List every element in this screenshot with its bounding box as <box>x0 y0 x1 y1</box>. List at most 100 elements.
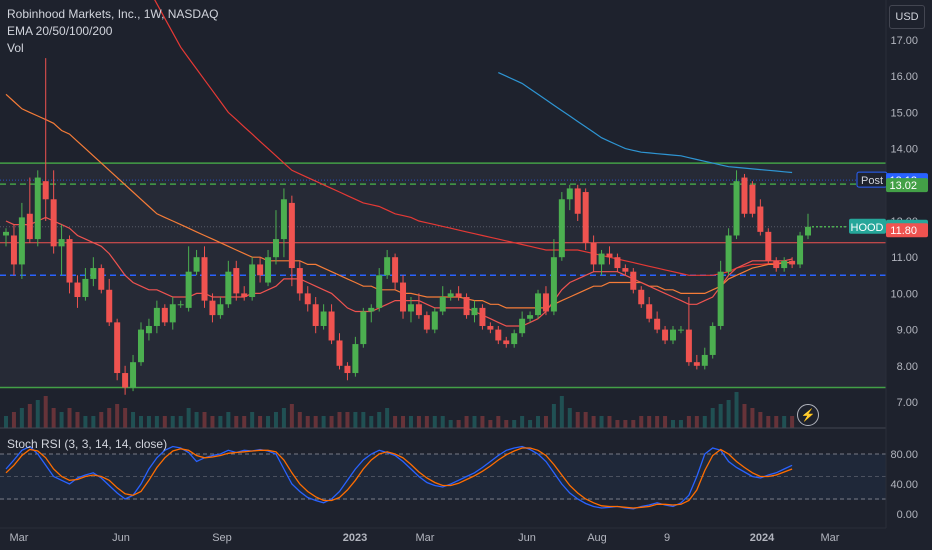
candle <box>312 297 319 334</box>
candle-body <box>805 226 811 236</box>
ema-legend[interactable]: EMA 20/50/100/200 <box>7 24 113 38</box>
volume-bar <box>345 412 350 428</box>
volume-bar <box>655 416 660 428</box>
candle <box>153 300 160 334</box>
candle-body <box>272 239 279 258</box>
volume-bar <box>583 412 588 428</box>
candle-body <box>447 293 454 298</box>
candle <box>130 354 137 392</box>
volume-bar <box>408 416 413 428</box>
candle-body <box>90 268 97 279</box>
volume-bar <box>567 408 572 428</box>
volume-bar <box>782 416 787 428</box>
candle <box>368 304 375 323</box>
candle-body <box>797 235 804 265</box>
candle <box>527 311 534 323</box>
candle-body <box>606 253 613 258</box>
candle-body <box>392 257 399 283</box>
candle <box>519 311 526 337</box>
candle-body <box>122 373 129 388</box>
candle-body <box>161 307 168 323</box>
volume-bar <box>464 416 469 428</box>
stoch-rsi-label: Stoch RSI (3, 3, 14, 14, close) <box>7 437 167 451</box>
candle <box>384 249 391 279</box>
volume-bar <box>99 412 104 428</box>
candle-body <box>225 271 232 305</box>
candle <box>495 325 502 345</box>
volume-bar <box>559 396 564 428</box>
time-axis[interactable]: Mar Jun Sep 2023 Mar Jun Aug 9 2024 Mar <box>10 532 840 544</box>
candle-body <box>527 315 534 319</box>
candle <box>241 286 248 301</box>
candle <box>606 246 613 265</box>
price-tick-label: 8.00 <box>897 361 918 373</box>
candle-body <box>542 293 549 312</box>
candle <box>582 188 589 250</box>
candle <box>511 329 518 348</box>
candle-body <box>598 253 605 265</box>
candle-body <box>328 311 335 341</box>
candle <box>733 170 740 240</box>
price-tick-label: 17.00 <box>890 35 918 47</box>
candle-body <box>296 268 303 294</box>
volume-bar <box>694 416 699 428</box>
candle <box>3 228 9 247</box>
candle <box>471 300 478 323</box>
candle-body <box>574 188 581 214</box>
post-label: Post <box>861 175 883 187</box>
candle <box>638 286 645 308</box>
volume-bar <box>686 416 691 428</box>
candle <box>717 260 724 330</box>
candle-body <box>463 297 470 316</box>
candle <box>82 268 89 301</box>
volume-bar <box>226 412 231 428</box>
volume-bar <box>19 408 24 428</box>
volume-bar <box>107 408 112 428</box>
candle <box>677 325 684 334</box>
volume-bar <box>385 408 390 428</box>
price-tick-label: 11.00 <box>891 252 918 264</box>
candle-body <box>257 264 264 276</box>
candle-body <box>384 257 391 276</box>
candle-body <box>733 181 740 236</box>
candle <box>137 322 144 366</box>
candle <box>622 264 629 276</box>
candle <box>574 184 581 221</box>
volume-bar <box>273 412 278 428</box>
ema50-line <box>5 93 793 309</box>
candle <box>304 286 311 312</box>
volume-bar <box>671 420 676 428</box>
stoch-rsi-tick-label: 0.00 <box>897 509 918 521</box>
candle <box>805 213 811 240</box>
price-pane[interactable] <box>0 0 886 428</box>
candle <box>741 173 748 218</box>
lightning-icon[interactable]: ⚡ <box>797 404 819 426</box>
volume-bar <box>162 416 167 428</box>
volume-legend[interactable]: Vol <box>7 41 24 55</box>
volume-bar <box>480 416 485 428</box>
volume-bar <box>234 416 239 428</box>
candle <box>542 286 549 316</box>
candle-body <box>169 304 176 323</box>
stoch-rsi-lines <box>5 445 793 510</box>
candle-body <box>34 177 41 240</box>
volume-bar <box>393 416 398 428</box>
currency-button[interactable]: USD <box>889 5 925 29</box>
price-tick-label: 15.00 <box>890 107 918 119</box>
candle-body <box>455 293 462 298</box>
volume-bar <box>194 412 199 428</box>
candle-body <box>66 239 73 283</box>
volume-bar <box>131 412 136 428</box>
volume-bar <box>456 420 461 428</box>
candle-body <box>344 365 351 374</box>
volume-bar <box>591 416 596 428</box>
volume-bar <box>401 416 406 428</box>
volume-bar <box>726 400 731 428</box>
stoch-rsi-pane[interactable]: Stoch RSI (3, 3, 14, 14, close) <box>0 437 886 510</box>
stoch-rsi-axis[interactable]: 80.00 40.00 0.00 <box>890 449 918 521</box>
symbol-title[interactable]: Robinhood Markets, Inc., 1W, NASDAQ <box>7 7 219 21</box>
candle <box>789 257 796 269</box>
candle-body <box>137 329 144 363</box>
time-tick-label: Jun <box>112 532 130 544</box>
